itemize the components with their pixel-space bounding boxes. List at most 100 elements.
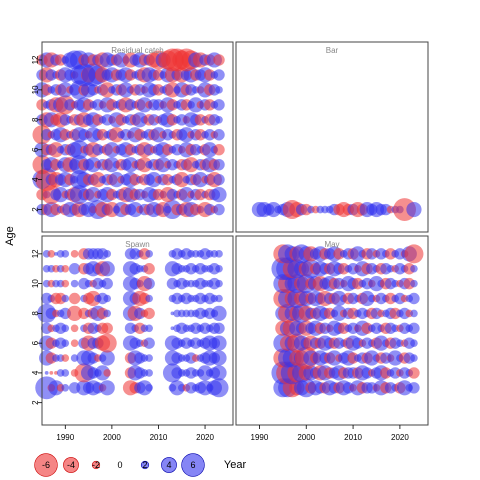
x-axis-label: Year [224, 459, 247, 471]
bubble [211, 305, 227, 321]
bubble [108, 172, 125, 188]
bubble [70, 324, 79, 333]
bubble [136, 97, 153, 113]
bubble [213, 99, 225, 111]
bubble [146, 172, 162, 188]
panel-bar: Bar [235, 41, 429, 233]
bubble [143, 307, 155, 320]
legend-bubble [161, 457, 177, 473]
legend-label: 0 [117, 460, 122, 470]
bubble [178, 187, 195, 203]
bubble [170, 311, 175, 316]
x-tick-label: 2000 [103, 433, 121, 442]
y-tick-label: 6 [31, 340, 40, 345]
bubble [373, 335, 389, 351]
y-tick-label: 10 [31, 279, 40, 288]
y-tick-label: 4 [31, 177, 40, 182]
bubble [265, 201, 282, 218]
x-tick-label: 2010 [150, 433, 168, 442]
bubble [122, 157, 139, 173]
panel-title: Bar [326, 46, 339, 55]
bubble [211, 335, 227, 351]
bubble [215, 264, 223, 273]
legend-label: 2 [142, 460, 147, 470]
bubble [359, 290, 375, 307]
bubble [49, 371, 54, 375]
bubble [178, 127, 195, 143]
bubble [97, 333, 117, 353]
bubble [192, 172, 208, 188]
bubble [70, 339, 79, 347]
y-tick-label: 8 [31, 311, 40, 316]
bubble [211, 187, 227, 203]
bubble [99, 350, 115, 366]
bubble [54, 371, 58, 375]
bubble [103, 294, 112, 303]
bubble [99, 82, 115, 98]
y-tick-label: 6 [31, 147, 40, 152]
panel-frame [235, 41, 429, 233]
bubble [170, 326, 175, 331]
bubble [213, 69, 225, 81]
y-tick-label: 4 [31, 370, 40, 375]
y-tick-label: 2 [31, 400, 40, 405]
bubble [211, 350, 227, 366]
bubble [145, 324, 153, 333]
bubble [47, 250, 56, 258]
bubble [68, 263, 81, 275]
bubble [104, 157, 120, 173]
bubble [215, 250, 223, 258]
bubble [103, 369, 112, 377]
y-tick-label: 12 [31, 55, 40, 64]
bubble [44, 371, 49, 375]
bubble [61, 384, 70, 392]
legend-bubble [91, 460, 101, 470]
bubble [331, 290, 347, 307]
bubble [104, 142, 120, 158]
bubble [94, 365, 111, 381]
bubble [368, 276, 385, 292]
bubble [99, 380, 115, 396]
bubble [404, 244, 424, 264]
bubble [188, 97, 204, 113]
bubble [54, 251, 58, 256]
bubble [53, 187, 69, 203]
bubble [69, 140, 89, 160]
bubble [410, 279, 418, 288]
bubble [155, 157, 171, 173]
bubble [396, 380, 413, 396]
bubble [118, 82, 134, 98]
legend-label: 6 [190, 460, 195, 470]
x-tick-label: 1990 [251, 433, 269, 442]
bubble [408, 367, 420, 379]
bubble [61, 250, 70, 258]
bubble [85, 157, 101, 173]
bubble [364, 350, 380, 366]
bubble [103, 309, 112, 318]
panel-frame [41, 235, 234, 426]
bubble [108, 127, 125, 143]
bubble [213, 129, 225, 141]
bubble [136, 380, 153, 396]
bubble [61, 279, 70, 288]
y-axis-label: Age [4, 226, 16, 246]
bubble [61, 339, 70, 347]
panel-frame [41, 41, 234, 233]
legend-bubble [181, 453, 205, 477]
bubble [145, 354, 153, 362]
bubble [213, 54, 225, 66]
panel-spawn: Spawn [35, 235, 234, 426]
bubble [211, 365, 227, 381]
y-tick-label: 8 [31, 117, 40, 122]
panels-layer: Residual catch Bar Spawn May [32, 41, 429, 426]
bubble [67, 305, 83, 321]
bubble [48, 142, 64, 158]
bubble [326, 350, 342, 366]
bubble [143, 263, 155, 275]
bubble [48, 380, 64, 396]
bubble [387, 350, 403, 366]
bubble [410, 354, 418, 362]
bubble [174, 172, 190, 188]
